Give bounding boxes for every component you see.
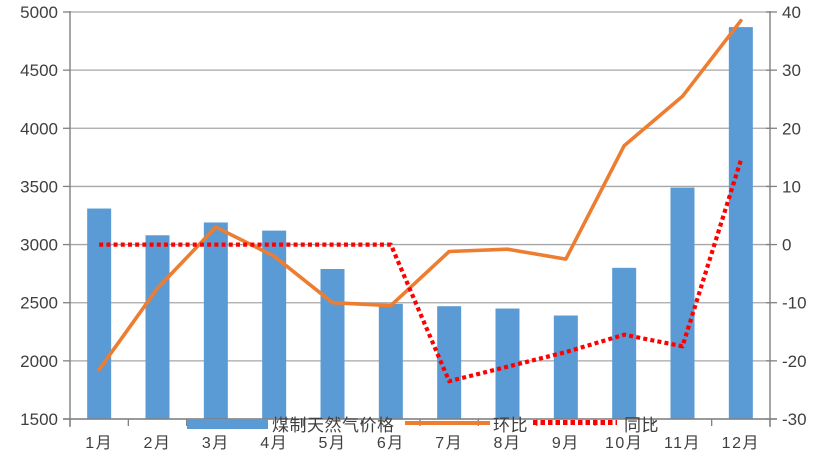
legend-label-yoy: 同比 (624, 416, 659, 435)
x-axis-label: 12月 (722, 435, 760, 452)
x-axis-label: 3月 (202, 435, 230, 452)
legend-solid-line-swatch (405, 421, 490, 425)
left-axis-tick-label: 2000 (20, 352, 58, 371)
x-axis-label: 6月 (377, 435, 405, 452)
legend-label-gas-price: 煤制天然气价格 (272, 416, 395, 435)
bar-2月 (145, 235, 170, 419)
legend-label-mom: 环比 (493, 416, 528, 435)
left-axis-tick-label: 4000 (20, 119, 58, 138)
right-axis-tick-label: 20 (782, 119, 801, 138)
yoy-line (99, 159, 743, 384)
x-axis-label: 2月 (144, 435, 172, 452)
left-axis-tick-label: 1500 (20, 410, 58, 429)
x-axis-label: 5月 (319, 435, 347, 452)
bar-8月 (495, 308, 520, 419)
right-axis-tick-label: -20 (782, 352, 807, 371)
bar-4月 (262, 230, 287, 419)
x-axis-label: 9月 (552, 435, 580, 452)
right-axis-tick-label: 30 (782, 61, 801, 80)
legend-dotted-line-swatch (533, 420, 617, 425)
bar-3月 (203, 222, 228, 419)
left-axis-tick-label: 2500 (20, 294, 58, 313)
x-axis-label: 10月 (605, 435, 643, 452)
bar-10月 (612, 267, 637, 419)
mom-line (97, 18, 743, 372)
bar-11月 (670, 187, 695, 419)
bar-9月 (553, 315, 578, 419)
right-axis-tick-label: 0 (782, 236, 791, 255)
right-axis-tick-label: 10 (782, 177, 801, 196)
x-axis-label: 8月 (494, 435, 522, 452)
left-axis-tick-label: 3000 (20, 236, 58, 255)
right-axis-tick-label: 40 (782, 3, 801, 22)
bar-6月 (378, 303, 403, 419)
x-axis-label: 4月 (260, 435, 288, 452)
bar-1月 (87, 208, 112, 419)
legend-bar-swatch (187, 419, 268, 429)
left-axis-tick-label: 5000 (20, 3, 58, 22)
x-axis-label: 7月 (435, 435, 463, 452)
x-axis-label: 1月 (85, 435, 113, 452)
left-axis-tick-label: 4500 (20, 61, 58, 80)
bar-5月 (320, 268, 345, 419)
right-axis-tick-label: -30 (782, 410, 807, 429)
right-axis-tick-label: -10 (782, 294, 807, 313)
left-axis-tick-label: 3500 (20, 177, 58, 196)
bar-12月 (728, 27, 753, 419)
x-axis-label: 11月 (664, 435, 701, 452)
